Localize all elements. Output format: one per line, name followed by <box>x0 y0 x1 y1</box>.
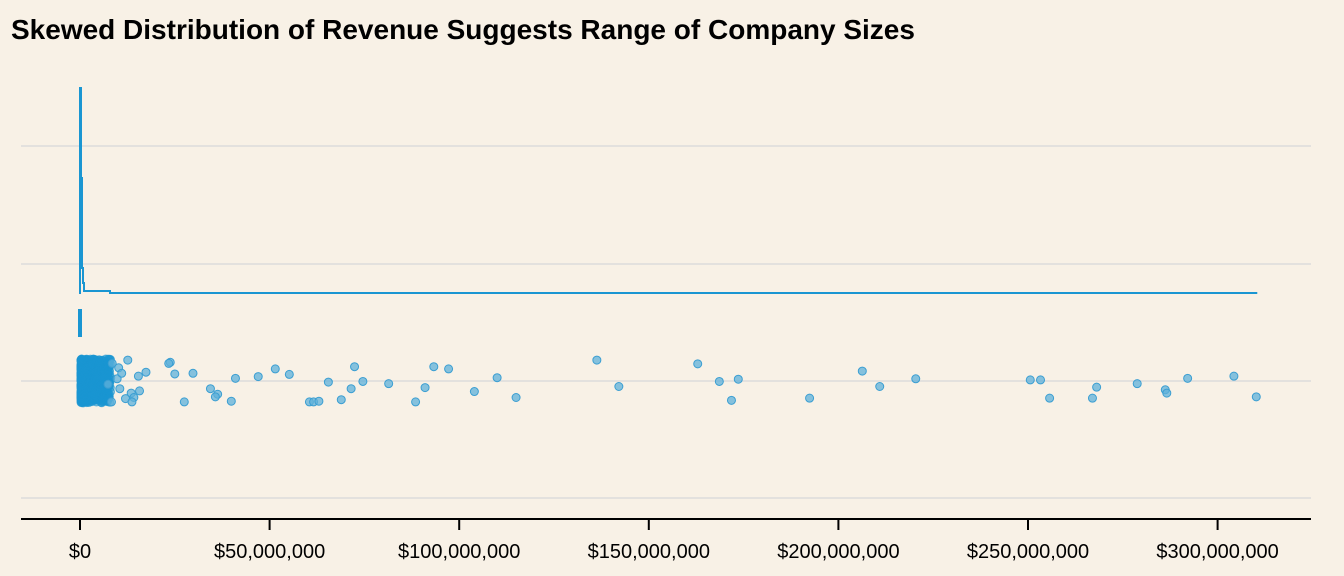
data-point <box>210 392 220 402</box>
data-point <box>350 362 360 372</box>
data-point <box>115 384 125 394</box>
data-point <box>103 379 113 389</box>
data-point <box>911 374 921 384</box>
data-point <box>90 373 100 383</box>
data-point <box>1132 379 1142 389</box>
x-tick-label: $250,000,000 <box>967 541 1089 563</box>
data-point <box>693 359 703 369</box>
data-point <box>141 367 151 377</box>
median-marker <box>78 309 82 337</box>
data-point <box>127 397 137 407</box>
data-point <box>714 376 724 386</box>
data-point <box>133 371 143 381</box>
x-tick-label: $50,000,000 <box>214 541 325 563</box>
x-axis: $0 $50,000,000 $100,000,000 $150,000,000 $20… <box>21 518 1311 563</box>
data-point <box>1251 392 1261 402</box>
density-panel <box>79 87 1258 294</box>
data-point <box>1183 373 1193 383</box>
data-point <box>79 396 89 406</box>
data-point <box>226 396 236 406</box>
data-point <box>1087 393 1097 403</box>
data-point <box>614 382 624 391</box>
data-point <box>253 372 263 382</box>
data-point <box>469 387 479 397</box>
data-point <box>1092 382 1102 392</box>
data-point <box>230 373 240 383</box>
data-point <box>726 395 736 405</box>
data-point <box>81 389 91 399</box>
data-point <box>733 374 743 384</box>
data-point <box>1036 375 1046 385</box>
x-tick-label: $200,000,000 <box>777 541 899 563</box>
x-tick-label: $150,000,000 <box>588 541 710 563</box>
data-point <box>188 368 198 378</box>
data-point <box>314 396 324 406</box>
data-point <box>358 376 368 386</box>
data-point <box>346 384 356 394</box>
x-tick-label: $300,000,000 <box>1156 541 1278 563</box>
data-point <box>107 358 117 368</box>
data-point <box>1162 388 1172 398</box>
data-point <box>117 368 127 378</box>
data-point <box>1025 375 1035 385</box>
data-point <box>76 355 86 365</box>
data-point <box>164 358 174 368</box>
x-tick-label: $100,000,000 <box>398 541 520 563</box>
data-point <box>1229 371 1239 381</box>
data-point <box>135 386 145 396</box>
data-point <box>592 355 602 365</box>
data-point <box>179 397 189 407</box>
data-point <box>170 369 180 379</box>
data-point <box>444 364 454 374</box>
data-point <box>76 373 86 383</box>
data-point <box>270 364 280 374</box>
data-point <box>805 393 815 403</box>
data-point <box>336 395 346 405</box>
data-point <box>384 379 394 389</box>
data-point <box>96 384 106 394</box>
data-point <box>1045 393 1055 403</box>
median-marker-bar <box>78 309 82 337</box>
data-point <box>857 366 867 376</box>
data-point <box>420 383 430 393</box>
data-point <box>123 355 133 365</box>
data-point <box>492 373 502 383</box>
data-point <box>429 362 439 372</box>
data-point <box>323 377 333 387</box>
scatter-points <box>76 354 1261 408</box>
data-point <box>101 354 111 364</box>
chart-title: Skewed Distribution of Revenue Suggests … <box>11 14 915 45</box>
gridlines <box>21 145 1311 499</box>
data-point <box>411 397 421 407</box>
data-point <box>511 393 521 402</box>
data-point <box>875 382 885 391</box>
density-curve <box>79 87 1258 294</box>
data-point <box>205 384 215 394</box>
x-tick-label: $0 <box>69 541 91 563</box>
data-point <box>284 369 294 379</box>
data-point <box>106 397 116 407</box>
